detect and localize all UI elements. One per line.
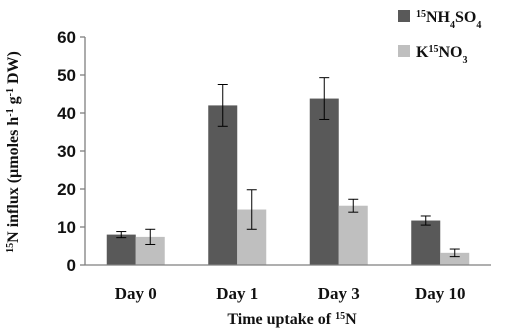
bar xyxy=(106,234,136,265)
x-categories-layer: Day 0 Day 1 Day 3 Day 10 xyxy=(115,284,466,303)
bar xyxy=(411,220,441,265)
x-category-label: Day 3 xyxy=(318,284,360,303)
y-tick-label: 0 xyxy=(67,256,76,275)
x-category-label: Day 10 xyxy=(415,284,466,303)
bar xyxy=(309,98,339,265)
y-ticks-layer: 0 10 20 30 40 50 60 xyxy=(57,28,85,275)
y-axis-title: 15N influx (µmoles h-1 g-1 DW) xyxy=(5,51,23,253)
legend-label: 15NH4SO4 xyxy=(416,9,481,31)
y-tick-label: 50 xyxy=(57,66,76,85)
y-tick-label: 30 xyxy=(57,142,76,161)
y-tick-label: 10 xyxy=(57,218,76,237)
legend-swatch xyxy=(398,10,410,22)
bars-layer xyxy=(106,98,470,266)
legend-label: K15NO3 xyxy=(416,44,467,66)
y-tick-label: 60 xyxy=(57,28,76,47)
x-category-label: Day 1 xyxy=(216,284,258,303)
bar xyxy=(440,252,470,265)
bar xyxy=(208,105,238,266)
legend: 15NH4SO4 K15NO3 xyxy=(398,9,481,66)
y-tick-label: 40 xyxy=(57,104,76,123)
x-category-label: Day 0 xyxy=(115,284,157,303)
error-bars-layer xyxy=(116,77,460,258)
bar xyxy=(338,205,368,265)
y-tick-label: 20 xyxy=(57,180,76,199)
x-axis-title: Time uptake of 15N xyxy=(227,311,357,329)
legend-swatch xyxy=(398,45,410,57)
